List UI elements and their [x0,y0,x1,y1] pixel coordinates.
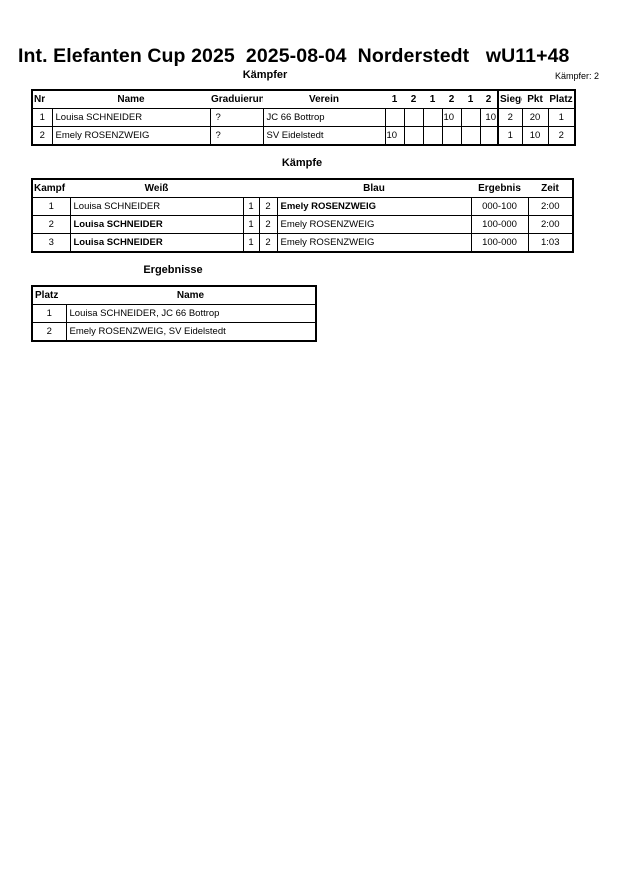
blue-fighter: Emely ROSENZWEIG [276,233,472,253]
column-header: Pkt [527,94,543,105]
result-row: 1 Louisa SCHNEIDER, JC 66 Bottrop [31,304,317,323]
column-header: 2 [410,94,417,105]
column-header: Name [117,94,145,105]
table-row: 1 Louisa SCHNEIDER? JC 66 Bottrop 10 10 2 20 1 [31,108,576,127]
column-header: Platz [549,94,573,105]
blue-seed: 2 [258,197,278,216]
white-seed: 1 [242,215,260,234]
table-cell [460,126,481,146]
table-cell: 10 [479,108,499,127]
fighters-table: NrNameGraduierungVerein121212SiegePktPla… [31,89,576,146]
fighters-heading: Kämpfer [242,69,288,81]
fight-result: 100-000 [470,215,529,234]
fight-result: 000-100 [470,197,529,216]
table-cell: 2 [547,126,576,146]
fight-time: 1:03 [527,233,574,253]
fighter-count: Kämpfer: 2 [554,71,599,81]
fights-heading: Kämpfe [281,157,323,169]
name: Emely ROSENZWEIG, SV Eidelstedt [65,322,317,342]
column-header: Weiß [144,183,169,194]
fights-table: Kampf Weiß Blau Ergebnis Zeit 1 Louisa SCHNEID… [31,178,574,253]
fight-number: 3 [31,233,71,253]
column-header: 2 [485,94,492,105]
fight-row: 2 Louisa SCHNEIDER 1 2 Emely ROSENZWEIG 100-0… [31,215,574,234]
fight-number: 1 [31,197,71,216]
place: 1 [31,304,67,323]
column-header: Blau [363,183,385,194]
column-header: 2 [448,94,455,105]
table-cell: ? [209,126,264,146]
table-cell [422,108,443,127]
table-cell [479,126,499,146]
table-cell [422,126,443,146]
name: Louisa SCHNEIDER, JC 66 Bottrop [65,304,317,323]
column-header: 1 [467,94,474,105]
table-cell: 1 [31,108,53,127]
table-cell: 10 [441,108,462,127]
table-cell [460,108,481,127]
table-cell: 20 [521,108,549,127]
table-row: 2 Emely ROSENZWEIG? SV Eidelstedt 10 1 10 2 [31,126,576,146]
column-header: Graduierung [211,94,263,105]
column-header: 1 [391,94,398,105]
white-fighter: Louisa SCHNEIDER [69,197,244,216]
page-title: Int. Elefanten Cup 2025 2025-08-04 Norde… [18,45,570,67]
table-cell: 1 [547,108,576,127]
results-heading: Ergebnisse [143,264,203,276]
column-header: Kampf [34,183,66,194]
column-header: Platz [35,290,59,301]
table-cell [441,126,462,146]
column-header [243,179,259,198]
table-cell: 2 [31,126,53,146]
column-header: Ergebnis [478,183,521,194]
table-cell: 10 [521,126,549,146]
column-header: Verein [308,94,340,105]
white-seed: 1 [242,233,260,253]
place: 2 [31,322,67,342]
table-cell [403,126,424,146]
table-cell: 1 [497,126,523,146]
fight-result: 100-000 [470,233,529,253]
white-fighter: Louisa SCHNEIDER [69,233,244,253]
column-header: Nr [34,94,46,105]
table-cell: 10 [384,126,405,146]
blue-fighter: Emely ROSENZWEIG [276,197,472,216]
table-cell [403,108,424,127]
table-cell: JC 66 Bottrop [262,108,386,127]
table-cell: SV Eidelstedt [262,126,386,146]
result-row: 2 Emely ROSENZWEIG, SV Eidelstedt [31,322,317,342]
fight-time: 2:00 [527,215,574,234]
column-header [259,179,277,198]
table-cell: 2 [497,108,523,127]
column-header: Zeit [541,183,559,194]
blue-seed: 2 [258,215,278,234]
blue-fighter: Emely ROSENZWEIG [276,215,472,234]
column-header: Siege [497,90,522,109]
column-header: Name [176,290,205,301]
fight-number: 2 [31,215,71,234]
column-header: 1 [429,94,436,105]
table-cell: ? [209,108,264,127]
table-cell: Emely ROSENZWEIG [51,126,211,146]
white-seed: 1 [242,197,260,216]
white-fighter: Louisa SCHNEIDER [69,215,244,234]
fight-row: 3 Louisa SCHNEIDER 1 2 Emely ROSENZWEIG 100-0… [31,233,574,253]
table-cell [384,108,405,127]
table-cell: Louisa SCHNEIDER [51,108,211,127]
fight-time: 2:00 [527,197,574,216]
blue-seed: 2 [258,233,278,253]
results-table: Platz Name 1 Louisa SCHNEIDER, JC 66 Bottro… [31,285,317,342]
fight-row: 1 Louisa SCHNEIDER 1 2 Emely ROSENZWEIG 000-1… [31,197,574,216]
